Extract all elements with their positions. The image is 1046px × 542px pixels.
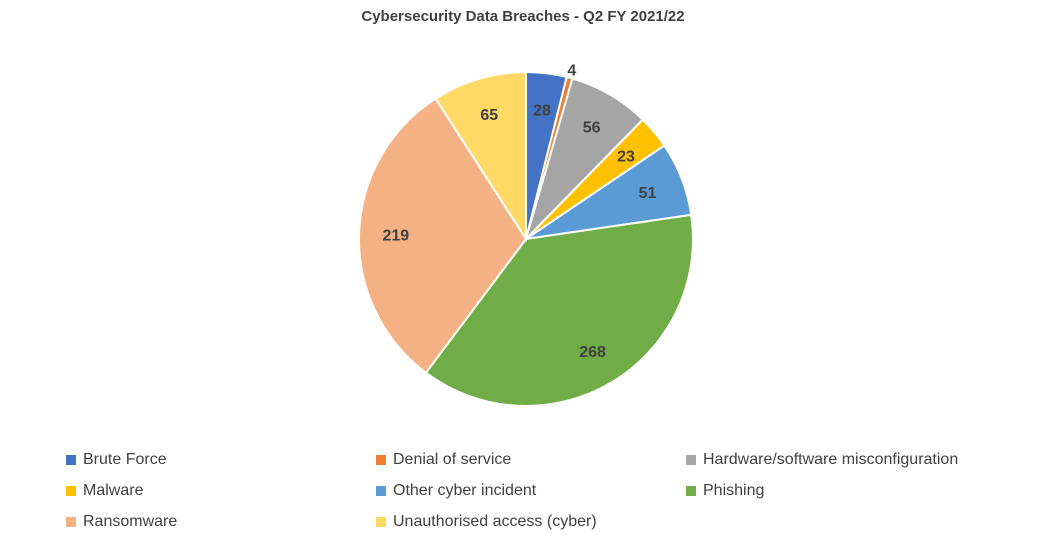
legend-swatch (686, 454, 696, 465)
chart-title: Cybersecurity Data Breaches - Q2 FY 2021… (361, 8, 685, 25)
legend-swatch (686, 485, 696, 496)
chart-legend: Brute Force Denial of service Hardware/sof… (66, 450, 1026, 531)
legend-item: Ransomware (66, 512, 376, 531)
legend-swatch (66, 485, 76, 496)
slice-value-label: 65 (480, 107, 498, 124)
legend-item: Other cyber incident (376, 481, 686, 500)
legend-label: Other cyber incident (393, 481, 537, 499)
legend-label: Brute Force (83, 450, 167, 468)
legend-swatch (376, 485, 386, 496)
slice-value-label: 219 (382, 227, 409, 244)
legend-item: Brute Force (66, 450, 376, 469)
slice-value-label: 23 (617, 149, 635, 166)
legend-swatch (66, 516, 76, 527)
slice-value-label: 28 (533, 103, 551, 120)
pie-slice-6 (358, 97, 528, 375)
slice-value-label: 268 (579, 344, 606, 361)
legend-swatch (376, 454, 386, 465)
legend-item: Phishing (686, 481, 1026, 500)
legend-label: Ransomware (83, 512, 178, 530)
legend-item: Unauthorised access (cyber) (376, 512, 686, 531)
legend-item: Malware (66, 481, 376, 500)
legend-label: Unauthorised access (cyber) (393, 512, 597, 530)
legend-item: Denial of service (376, 450, 686, 469)
pie-slice-7 (434, 70, 527, 243)
slice-value-label: 4 (567, 63, 576, 80)
legend-label: Malware (83, 481, 144, 499)
pie-chart: 28 4 56 23 51 268 219 65 (358, 63, 694, 407)
legend-swatch (376, 516, 386, 527)
slice-value-label: 51 (639, 185, 657, 202)
legend-swatch (66, 454, 76, 465)
legend-label: Denial of service (393, 450, 512, 468)
pie-slice-5 (424, 213, 694, 407)
legend-item: Hardware/software misconfiguration (686, 450, 1026, 469)
legend-label: Hardware/software misconfiguration (703, 450, 959, 468)
pie-data-labels: 28 4 56 23 51 268 219 65 (382, 63, 656, 361)
slice-value-label: 56 (583, 120, 601, 137)
legend-label: Phishing (703, 481, 765, 499)
pie-slices (358, 70, 694, 407)
